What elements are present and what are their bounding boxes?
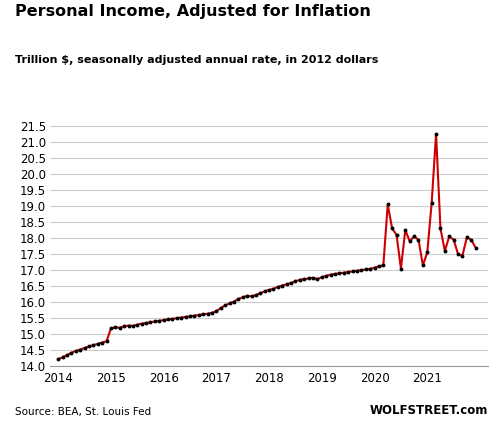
Text: Personal Income, Adjusted for Inflation: Personal Income, Adjusted for Inflation (15, 4, 371, 19)
Text: Trillion $, seasonally adjusted annual rate, in 2012 dollars: Trillion $, seasonally adjusted annual r… (15, 55, 378, 65)
Text: WOLFSTREET.com: WOLFSTREET.com (370, 404, 488, 417)
Text: Source: BEA, St. Louis Fed: Source: BEA, St. Louis Fed (15, 407, 151, 417)
